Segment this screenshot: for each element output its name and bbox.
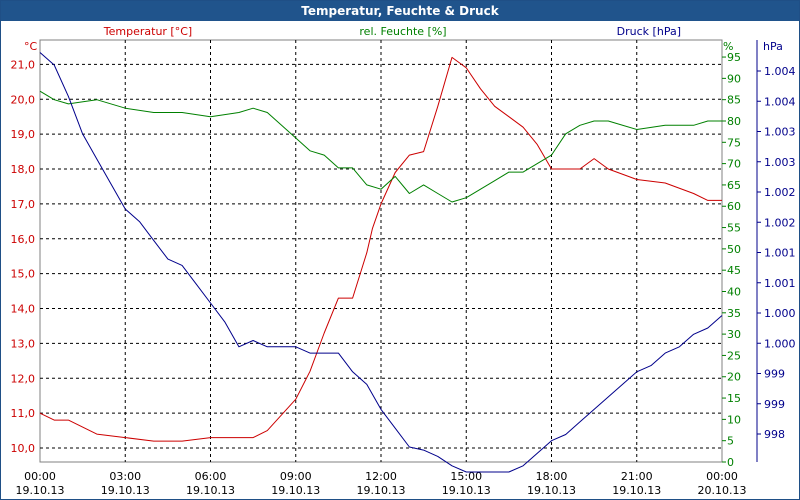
x-tick-label-date: 19.10.13	[186, 484, 235, 497]
x-tick-label-time: 00:00	[706, 470, 738, 483]
pressure-tick-label: 1.004	[764, 65, 796, 78]
temperature-tick-label: 12,0	[11, 372, 36, 385]
x-tick-label-date: 19.10.13	[527, 484, 576, 497]
temperature-tick-label: 20,0	[11, 93, 36, 106]
pressure-tick-label: 999	[764, 368, 785, 381]
x-tick-label-time: 12:00	[365, 470, 397, 483]
x-tick-label-time: 18:00	[536, 470, 568, 483]
x-tick-label-time: 06:00	[195, 470, 227, 483]
pressure-tick-label: 1.003	[764, 126, 796, 139]
pressure-tick-label: 998	[764, 428, 785, 441]
chart-title: Temperatur, Feuchte & Druck	[1, 1, 799, 21]
temperature-tick-label: 15,0	[11, 268, 36, 281]
temperature-tick-label: 18,0	[11, 163, 36, 176]
humidity-tick-label: 45	[727, 264, 741, 277]
humidity-tick-label: 40	[727, 285, 741, 298]
pressure-tick-label: 1.001	[764, 277, 796, 290]
x-tick-label-date: 19.10.13	[357, 484, 406, 497]
humidity-tick-label: 35	[727, 307, 741, 320]
humidity-series-line	[39, 90, 722, 203]
pressure-tick-label: 1.002	[764, 216, 796, 229]
humidity-tick-label: 60	[727, 200, 741, 213]
temperature-tick-label: 16,0	[11, 233, 36, 246]
humidity-tick-label: 70	[727, 158, 741, 171]
pressure-tick-label: 1.001	[764, 247, 796, 260]
x-tick-label-date: 19.10.13	[16, 484, 65, 497]
x-tick-label-time: 15:00	[450, 470, 482, 483]
humidity-tick-label: 20	[727, 371, 741, 384]
humidity-tick-label: 25	[727, 349, 741, 362]
x-tick-label-date: 19.10.13	[442, 484, 491, 497]
humidity-tick-label: 5	[727, 435, 734, 448]
temperature-axis-title: Temperatur [°C]	[103, 25, 192, 38]
humidity-tick-label: 50	[727, 243, 741, 256]
pressure-tick-label: 1.000	[764, 307, 796, 320]
humidity-tick-label: 65	[727, 179, 741, 192]
x-tick-label-time: 09:00	[280, 470, 312, 483]
temperature-unit-label: °C	[24, 40, 38, 53]
temperature-tick-label: 13,0	[11, 337, 36, 350]
pressure-tick-label: 999	[764, 398, 785, 411]
humidity-tick-label: 10	[727, 413, 741, 426]
x-tick-label-date: 19.10.13	[101, 484, 150, 497]
humidity-axis-title: rel. Feuchte [%]	[359, 25, 446, 38]
x-tick-label-date: 19.10.13	[271, 484, 320, 497]
temperature-tick-label: 11,0	[11, 407, 36, 420]
x-tick-label-time: 03:00	[109, 470, 141, 483]
humidity-tick-label: 85	[727, 94, 741, 107]
x-tick-label-time: 00:00	[24, 470, 56, 483]
pressure-tick-label: 1.000	[764, 337, 796, 350]
pressure-tick-label: 1.002	[764, 186, 796, 199]
pressure-tick-label: 1.004	[764, 95, 796, 108]
humidity-tick-label: 15	[727, 392, 741, 405]
humidity-tick-label: 30	[727, 328, 741, 341]
pressure-tick-label: 1.003	[764, 156, 796, 169]
humidity-unit-label: %	[723, 40, 733, 53]
humidity-tick-label: 55	[727, 222, 741, 235]
temperature-tick-label: 19,0	[11, 128, 36, 141]
temperature-tick-label: 17,0	[11, 198, 36, 211]
humidity-tick-label: 0	[727, 456, 734, 469]
x-tick-label-date: 20.10.13	[698, 484, 747, 497]
x-tick-label-date: 19.10.13	[612, 484, 661, 497]
humidity-tick-label: 90	[727, 72, 741, 85]
temperature-tick-label: 14,0	[11, 303, 36, 316]
humidity-tick-label: 75	[727, 136, 741, 149]
humidity-tick-label: 95	[727, 51, 741, 64]
temperature-tick-label: 10,0	[11, 442, 36, 455]
temperature-series-line	[39, 56, 722, 442]
pressure-unit-label: hPa	[763, 40, 783, 53]
humidity-tick-label: 80	[727, 115, 741, 128]
pressure-series-line	[39, 52, 723, 473]
temperature-tick-label: 21,0	[11, 58, 36, 71]
pressure-axis-title: Druck [hPa]	[617, 25, 681, 38]
x-tick-label-time: 21:00	[621, 470, 653, 483]
